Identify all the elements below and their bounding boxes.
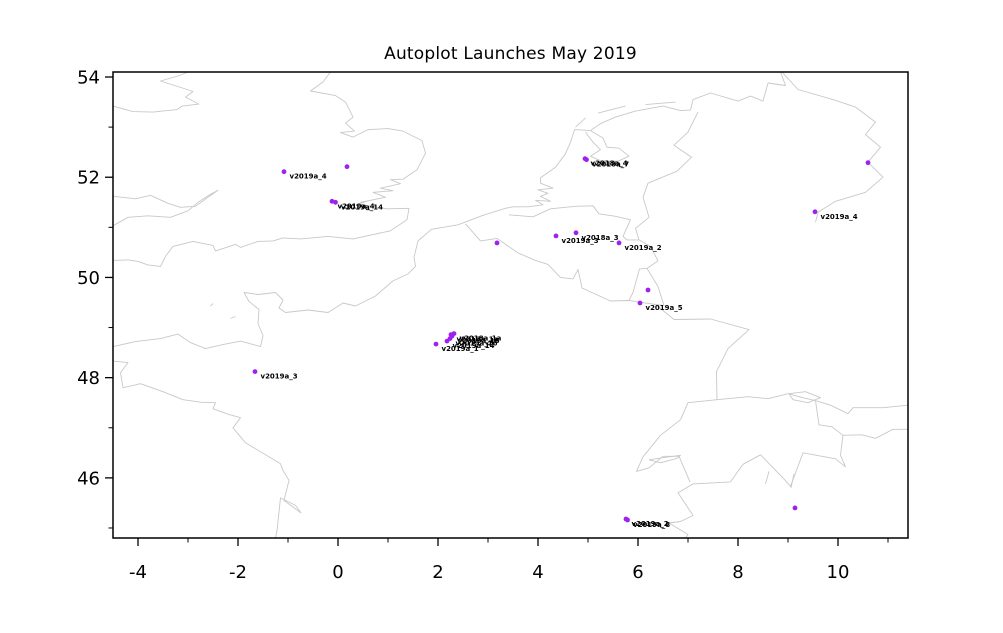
y-tick-label: 46 (77, 468, 100, 489)
coastline-path (112, 360, 302, 539)
data-point (344, 164, 350, 170)
plot-border (112, 71, 909, 539)
x-tick-label: 4 (532, 562, 543, 583)
point-label: v2019a_1a (457, 336, 499, 344)
coastline-path (112, 189, 219, 227)
data-point (281, 169, 287, 175)
point-label: v2019a_4 (290, 173, 327, 181)
point-label: v2019a_1 (442, 345, 479, 353)
coastline-path (508, 205, 665, 306)
x-tick-label: 2 (432, 562, 443, 583)
data-point (584, 157, 589, 163)
coastline-path (765, 471, 770, 485)
tick-layer (105, 76, 889, 546)
data-point (333, 199, 338, 205)
x-tick-label: 8 (732, 562, 743, 583)
y-tick-label: 48 (77, 368, 100, 389)
point-label: v2019a_2 (625, 244, 662, 252)
point-label: v2018a_4 (591, 160, 628, 168)
data-point (865, 160, 871, 166)
coastline-path (575, 117, 586, 128)
point-label: v2019a_4 (821, 213, 858, 221)
point-label: v2019a_8 (633, 521, 670, 529)
coastline-path (112, 71, 200, 113)
point-label: v2019a_14 (341, 203, 383, 211)
coastline-path (210, 303, 214, 307)
data-point (792, 505, 798, 511)
coastline-path (112, 71, 786, 350)
y-tick-label: 50 (77, 268, 100, 289)
point-label: v2019a_16 (456, 340, 498, 348)
coastline-path (636, 399, 718, 483)
point-label: v2019a_4 (338, 202, 375, 210)
coastline-path (788, 391, 821, 404)
y-tick-label: 52 (77, 168, 100, 189)
coastline-path (645, 101, 676, 106)
coastline-path (628, 267, 648, 301)
data-point (433, 341, 439, 347)
coastline-path (842, 428, 908, 439)
point-label: v2019a_3 (562, 237, 599, 245)
y-tick-label: 54 (77, 68, 100, 89)
coastline-path (635, 111, 699, 241)
x-tick-label: 10 (827, 562, 850, 583)
coastline-path (465, 223, 750, 400)
x-tick-label: 0 (332, 562, 343, 583)
coastline-path (668, 393, 846, 539)
data-point (252, 369, 258, 374)
coastline-path (815, 400, 909, 415)
x-tick-label: -2 (229, 562, 247, 583)
data-point (625, 517, 630, 523)
coastline-path (790, 473, 795, 488)
coastline-path (597, 105, 626, 114)
point-label: v2018a_1a (460, 335, 502, 343)
coastline-path (112, 71, 426, 267)
coastline-path (230, 316, 236, 319)
plot-title: Autoplot Launches May 2019 (384, 44, 637, 64)
coastline-path (648, 454, 681, 464)
coastline-path (781, 71, 884, 223)
data-point (616, 240, 622, 246)
data-point (494, 240, 500, 246)
point-label-layer: v2019a_4v2019a_4v2019a_14v2018a_4v2018a_… (261, 160, 858, 529)
data-point (553, 233, 559, 239)
map-outline-layer (112, 71, 909, 539)
data-points-layer (252, 156, 871, 523)
point-label: v2018a_7 (592, 161, 629, 169)
coastline-path (585, 130, 630, 162)
point-label: v2018a_3 (582, 234, 619, 242)
x-tick-label: -4 (129, 562, 147, 583)
x-tick-label: 6 (632, 562, 643, 583)
data-point (451, 331, 457, 336)
data-point (812, 209, 818, 215)
point-label: v2019a_2 (632, 520, 669, 528)
data-point (645, 287, 651, 293)
data-point (637, 300, 643, 306)
point-label: v2019a_18 (458, 337, 500, 345)
data-point (573, 230, 579, 236)
point-label: v2019a_3 (261, 373, 298, 381)
point-label: v2019a_5 (646, 304, 683, 312)
point-label: v2019a_14 (453, 342, 495, 350)
